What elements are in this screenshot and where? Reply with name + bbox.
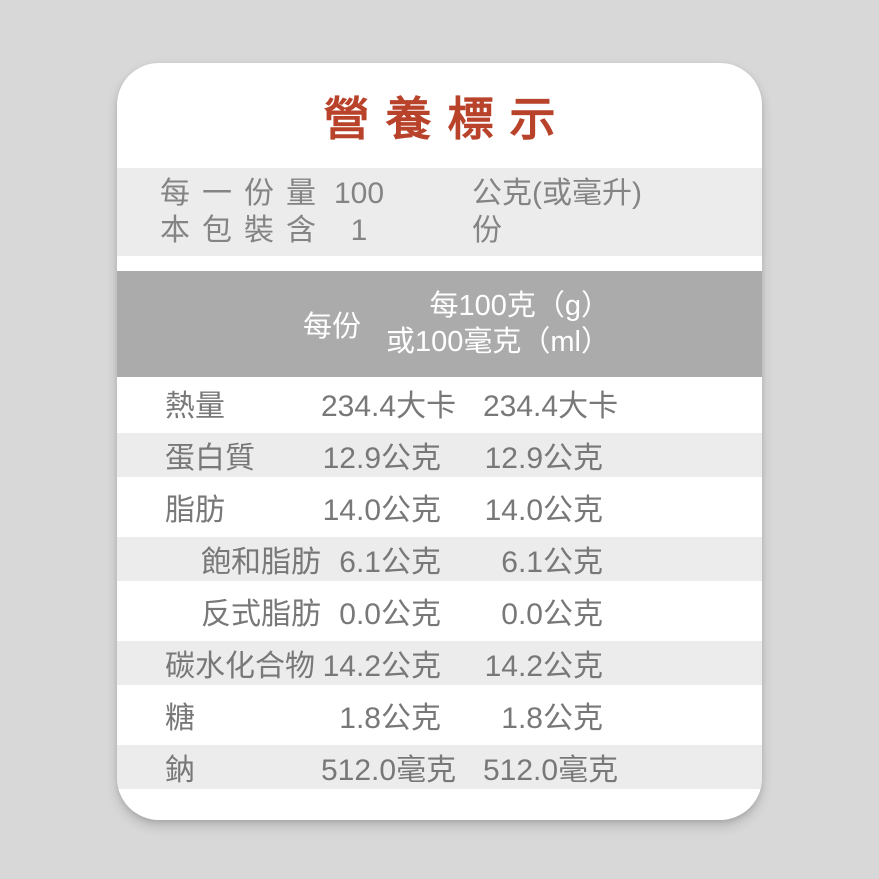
column-header-per-100g: 每100克（g） 或100毫克（ml） (386, 288, 610, 360)
value-per-serving: 0.0公克 (339, 598, 441, 631)
column-header-per-100g-line1: 每100克（g） (429, 290, 610, 322)
table-row: 糖 1.8公克 1.8公克 (117, 689, 762, 741)
serving-value: 100 (333, 177, 385, 210)
serving-row: 每一份量 100 公克(或毫升) (117, 175, 762, 212)
table-row: 鈉 512.0毫克 512.0毫克 (117, 741, 762, 793)
serving-value: 1 (350, 214, 368, 247)
column-header-band: 每份 每100克（g） 或100毫克（ml） (117, 271, 762, 377)
value-per-100g: 12.9公克 (484, 442, 603, 475)
table-row: 反式脂肪 0.0公克 0.0公克 (117, 585, 762, 637)
band-gap (117, 256, 762, 271)
column-header-per-serving: 每份 (302, 311, 361, 343)
value-per-serving: 234.4大卡 (321, 390, 457, 423)
title-area: 營養標示 (117, 63, 762, 168)
value-per-serving: 6.1公克 (339, 546, 441, 579)
value-per-serving: 14.2公克 (322, 650, 441, 683)
table-row: 碳水化合物 14.2公克 14.2公克 (117, 637, 762, 689)
page-title: 營養標示 (323, 93, 572, 145)
table-row: 飽和脂肪 6.1公克 6.1公克 (117, 533, 762, 585)
table-row: 熱量 234.4大卡 234.4大卡 (117, 377, 762, 429)
value-per-100g: 0.0公克 (501, 598, 603, 631)
value-per-serving: 512.0毫克 (321, 754, 457, 787)
value-per-100g: 1.8公克 (501, 702, 603, 735)
serving-unit: 份 (472, 214, 502, 247)
value-per-serving: 1.8公克 (339, 702, 441, 735)
value-per-100g: 6.1公克 (501, 546, 603, 579)
serving-unit: 公克(或毫升) (472, 177, 642, 210)
serving-row: 本包裝含 1 份 (117, 212, 762, 249)
value-per-100g: 14.2公克 (484, 650, 603, 683)
serving-info-band: 每一份量 100 公克(或毫升) 本包裝含 1 份 (117, 168, 762, 256)
table-row: 蛋白質 12.9公克 12.9公克 (117, 429, 762, 481)
nutrient-name: 熱量 (165, 390, 225, 423)
nutrition-label-card: 營養標示 每一份量 100 公克(或毫升) 本包裝含 1 份 每份 每100克（g） 或1… (117, 63, 762, 820)
nutrient-name: 反式脂肪 (201, 598, 321, 631)
serving-label: 每一份量 (160, 177, 328, 210)
table-row: 脂肪 14.0公克 14.0公克 (117, 481, 762, 533)
value-per-serving: 12.9公克 (322, 442, 441, 475)
value-per-serving: 14.0公克 (322, 494, 441, 527)
serving-label: 本包裝含 (160, 214, 328, 247)
nutrient-name: 脂肪 (165, 494, 225, 527)
column-header-per-100g-line2: 或100毫克（ml） (386, 326, 610, 358)
nutrient-name: 鈉 (165, 754, 195, 787)
nutrient-name: 飽和脂肪 (201, 546, 321, 579)
nutrient-name: 蛋白質 (165, 442, 255, 475)
nutrient-name: 碳水化合物 (165, 650, 315, 683)
value-per-100g: 234.4大卡 (483, 390, 619, 423)
value-per-100g: 14.0公克 (484, 494, 603, 527)
nutrient-name: 糖 (165, 702, 195, 735)
nutrient-table: 熱量 234.4大卡 234.4大卡蛋白質 12.9公克 12.9公克脂肪 14.0公克 1… (117, 377, 762, 793)
value-per-100g: 512.0毫克 (483, 754, 619, 787)
